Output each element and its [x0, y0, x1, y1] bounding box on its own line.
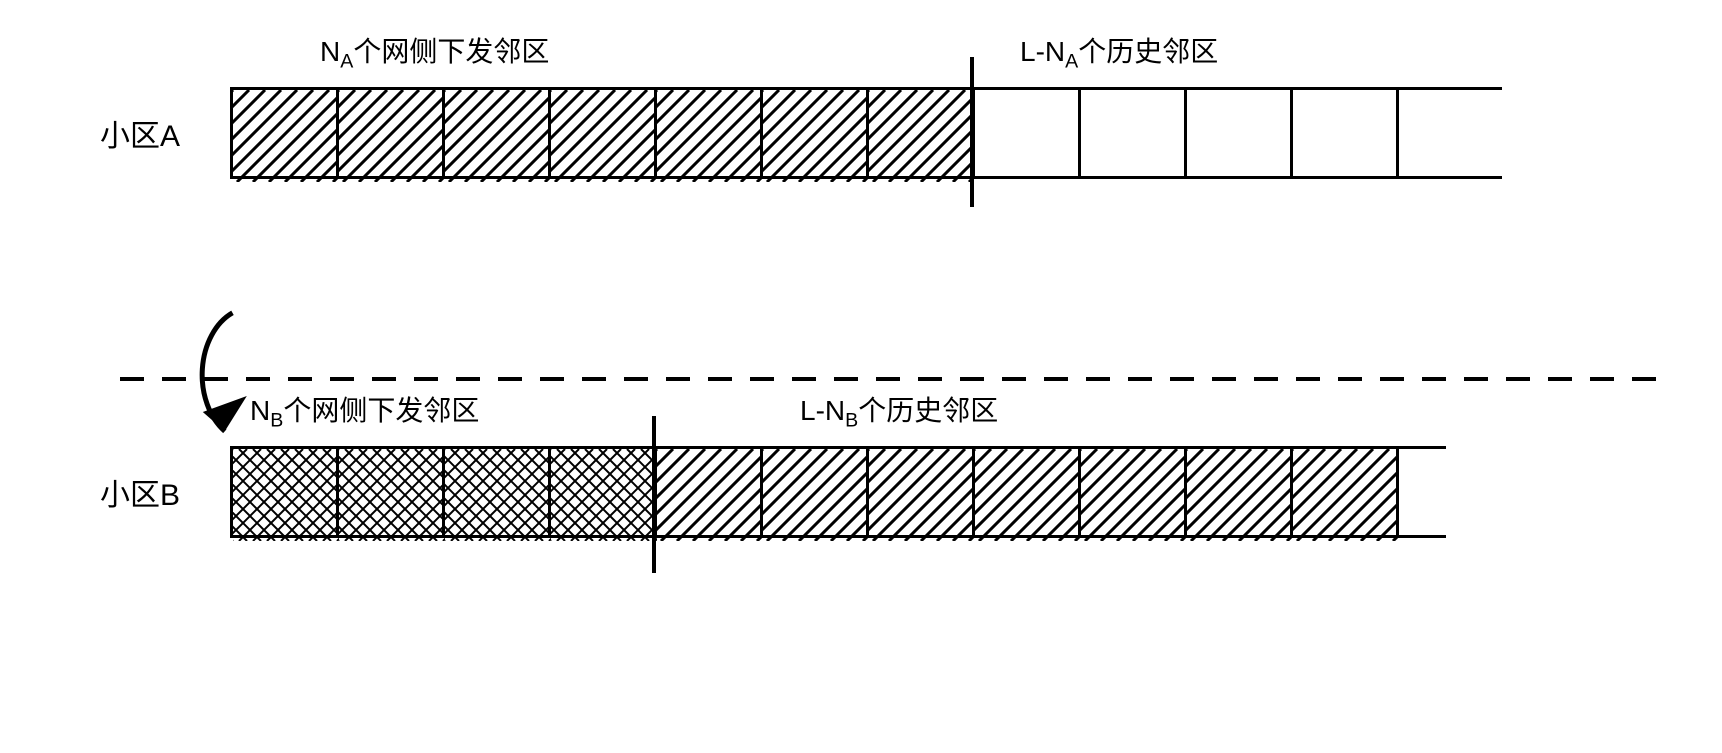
- cell: [1290, 446, 1396, 538]
- hatch-diag: [869, 449, 972, 535]
- cell: [336, 446, 442, 538]
- section-a: NA个网侧下发邻区 L-NA个历史邻区 小区A: [100, 30, 1600, 179]
- cell: [866, 87, 972, 179]
- cell: [654, 87, 760, 179]
- hatch-diag: [1081, 449, 1184, 535]
- divider-line: [970, 57, 974, 207]
- cell: [866, 446, 972, 538]
- cell: [1396, 87, 1502, 179]
- cell: [548, 446, 654, 538]
- hatch-diag: [657, 449, 760, 535]
- cell: [336, 87, 442, 179]
- cell: [654, 446, 760, 538]
- cell: [1396, 446, 1446, 538]
- cell: [972, 87, 1078, 179]
- hatch-diag: [339, 90, 442, 176]
- label-a-left: NA个网侧下发邻区: [320, 30, 549, 74]
- row-label-b: 小区B: [100, 470, 230, 514]
- hatch-cross: [445, 449, 548, 535]
- cell: [548, 87, 654, 179]
- divider-line: [652, 416, 656, 573]
- cells-a: [230, 87, 1502, 179]
- labels-row-a: NA个网侧下发邻区 L-NA个历史邻区: [100, 30, 1600, 75]
- hatch-cross: [233, 449, 336, 535]
- diagram-container: NA个网侧下发邻区 L-NA个历史邻区 小区A NB个网侧下发邻区 L-NB个历…: [100, 30, 1600, 558]
- cell: [1290, 87, 1396, 179]
- hatch-diag: [1187, 449, 1290, 535]
- cell: [1184, 446, 1290, 538]
- hatch-cross: [551, 449, 654, 535]
- hatch-diag: [551, 90, 654, 176]
- section-b: NB个网侧下发邻区 L-NB个历史邻区 小区B: [100, 389, 1600, 538]
- label-b-right: L-NB个历史邻区: [800, 389, 998, 433]
- cells-b: [230, 446, 1446, 538]
- cell: [230, 87, 336, 179]
- dashed-separator: [120, 375, 1660, 383]
- cell: [230, 446, 336, 538]
- row-label-a: 小区A: [100, 111, 230, 155]
- cell: [442, 446, 548, 538]
- hatch-diag: [445, 90, 548, 176]
- hatch-diag: [763, 90, 866, 176]
- cell: [442, 87, 548, 179]
- hatch-diag: [975, 449, 1078, 535]
- hatch-diag: [763, 449, 866, 535]
- cell: [972, 446, 1078, 538]
- labels-row-b: NB个网侧下发邻区 L-NB个历史邻区: [100, 389, 1600, 434]
- hatch-cross: [339, 449, 442, 535]
- hatch-diag: [869, 90, 972, 176]
- cell: [1078, 87, 1184, 179]
- cell: [1078, 446, 1184, 538]
- hatch-diag: [657, 90, 760, 176]
- hatch-diag: [233, 90, 336, 176]
- hatch-diag: [1293, 449, 1396, 535]
- row-b: 小区B: [100, 446, 1600, 538]
- cell: [760, 446, 866, 538]
- row-a: 小区A: [100, 87, 1600, 179]
- label-b-left: NB个网侧下发邻区: [250, 389, 479, 433]
- cell: [1184, 87, 1290, 179]
- cell: [760, 87, 866, 179]
- label-a-right: L-NA个历史邻区: [1020, 30, 1218, 74]
